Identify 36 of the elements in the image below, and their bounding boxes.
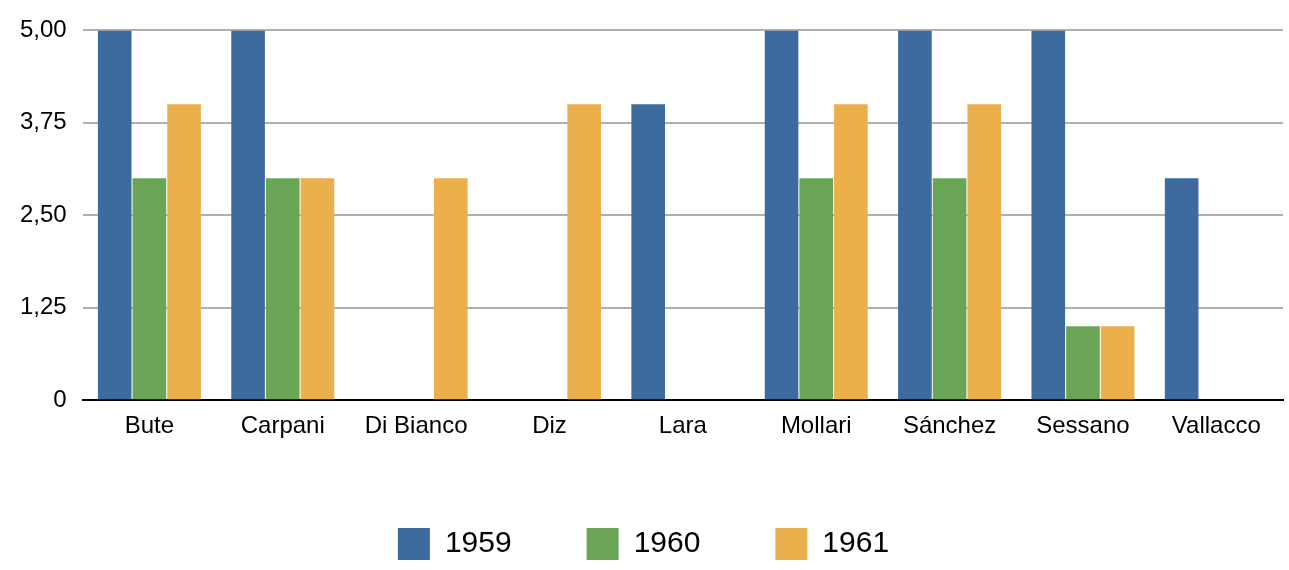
y-tick-label: 2,50: [19, 199, 67, 227]
bar: [1066, 326, 1100, 400]
x-tick-label: Di Bianco: [364, 411, 468, 439]
bar: [300, 178, 335, 400]
bar: [167, 104, 201, 400]
x-tick-label: Vallacco: [1171, 411, 1261, 439]
y-tick-label: 0: [53, 384, 67, 412]
bar: [764, 30, 799, 400]
y-tick-label: 3,75: [19, 107, 67, 135]
bar: [433, 178, 468, 400]
bar: [898, 30, 932, 400]
bar: [1164, 178, 1199, 400]
legend-label: 1961: [822, 525, 890, 559]
bar: [132, 178, 167, 400]
bar: [567, 104, 601, 400]
bar: [932, 178, 967, 400]
y-tick-label: 1,25: [19, 292, 67, 320]
x-tick-label: Diz: [532, 411, 567, 439]
x-tick-label: Sessano: [1036, 411, 1130, 439]
x-tick-label: Bute: [124, 411, 175, 439]
bar: [967, 104, 1002, 400]
bar: [1031, 30, 1066, 400]
bar: [799, 178, 834, 400]
bar: [1100, 326, 1135, 400]
bar: [265, 178, 300, 400]
x-tick-label: Carpani: [240, 411, 325, 439]
bar: [231, 30, 265, 400]
legend-label: 1960: [633, 525, 701, 559]
x-tick-label: Sánchez: [902, 411, 997, 439]
x-tick-label: Lara: [658, 411, 708, 439]
legend-label: 1959: [444, 525, 512, 559]
bar: [834, 104, 868, 400]
bar: [97, 30, 132, 400]
bar: [631, 104, 665, 400]
y-tick-label: 5,00: [19, 15, 67, 43]
x-tick-label: Mollari: [780, 411, 852, 439]
